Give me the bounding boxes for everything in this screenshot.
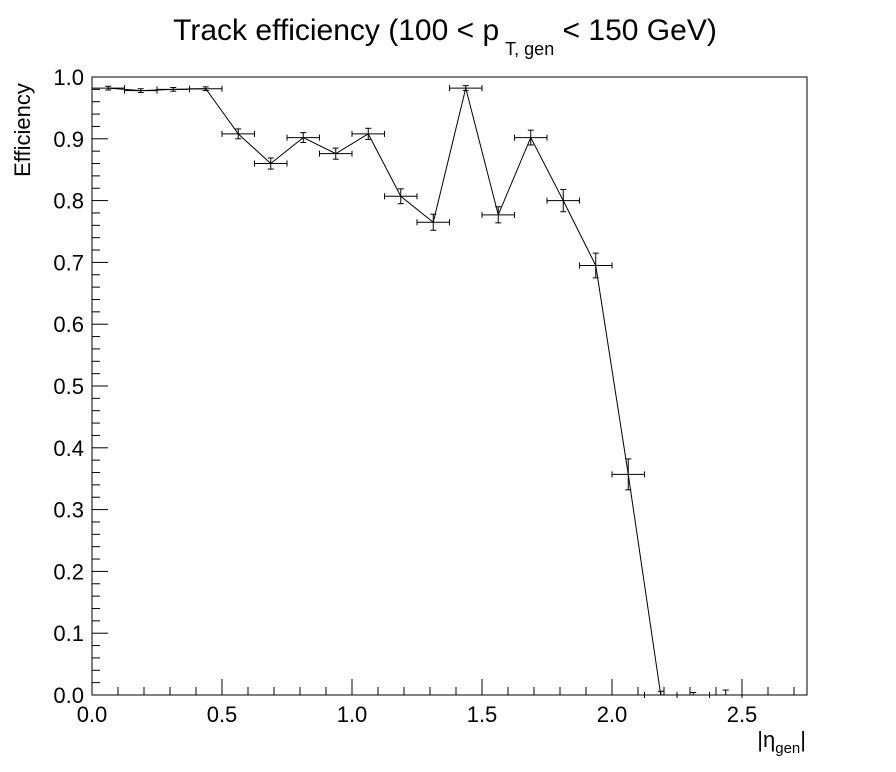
data-point — [611, 458, 645, 491]
x-axis-title-open: |η — [757, 727, 775, 752]
data-point — [91, 85, 125, 92]
series-line — [108, 87, 726, 696]
x-axis-title: |ηgen| — [757, 727, 806, 757]
y-tick-label: 0.0 — [53, 683, 84, 708]
data-point — [351, 127, 385, 140]
y-tick-label: 0.1 — [53, 621, 84, 646]
chart-title-prefix: Track efficiency (100 < p — [173, 14, 499, 47]
data-point — [514, 129, 548, 146]
data-point — [709, 689, 743, 698]
data-point — [124, 87, 158, 94]
data-point — [384, 188, 418, 205]
data-point — [286, 132, 320, 144]
data-point — [449, 85, 483, 92]
chart-title-subscript: T, gen — [505, 39, 554, 59]
x-axis: 0.0 0.5 1.0 1.5 2.0 2.5 — [77, 679, 795, 727]
data-point — [546, 188, 580, 213]
data-point — [221, 128, 255, 140]
x-tick-label: 1.0 — [337, 702, 368, 727]
data-point — [579, 252, 613, 279]
data-series — [91, 85, 743, 698]
y-tick-label: 0.7 — [53, 250, 84, 275]
y-tick-label: 0.6 — [53, 312, 84, 337]
data-point — [254, 157, 288, 170]
data-point — [644, 690, 678, 698]
y-axis-title: Efficiency — [10, 83, 35, 177]
data-point — [481, 206, 515, 224]
y-axis: 0.0 0.1 0.2 0.3 0.4 0.5 0.6 0.7 0.8 0.9 1.0 — [53, 65, 108, 708]
x-tick-label: 2.5 — [727, 702, 758, 727]
x-tick-label: 2.0 — [597, 702, 628, 727]
y-tick-label: 0.2 — [53, 559, 84, 584]
y-tick-label: 0.3 — [53, 498, 84, 523]
data-point — [319, 147, 353, 160]
data-point — [189, 85, 223, 92]
plot-frame — [91, 76, 808, 696]
data-point — [416, 213, 450, 231]
x-tick-label: 1.5 — [467, 702, 498, 727]
y-tick-label: 0.5 — [53, 374, 84, 399]
x-tick-label: 0.0 — [77, 702, 108, 727]
y-tick-label: 1.0 — [53, 65, 84, 90]
y-tick-label: 0.4 — [53, 436, 84, 461]
data-point — [156, 86, 190, 93]
x-axis-title-subscript: gen — [775, 740, 800, 757]
x-tick-label: 0.5 — [207, 702, 238, 727]
data-point — [676, 692, 710, 698]
y-tick-label: 0.9 — [53, 127, 84, 152]
x-axis-title-close: | — [800, 727, 806, 752]
chart-title-suffix: < 150 GeV) — [554, 14, 717, 47]
y-tick-label: 0.8 — [53, 189, 84, 214]
chart-title: Track efficiency (100 < p T, gen < 150 Ge… — [173, 14, 717, 59]
